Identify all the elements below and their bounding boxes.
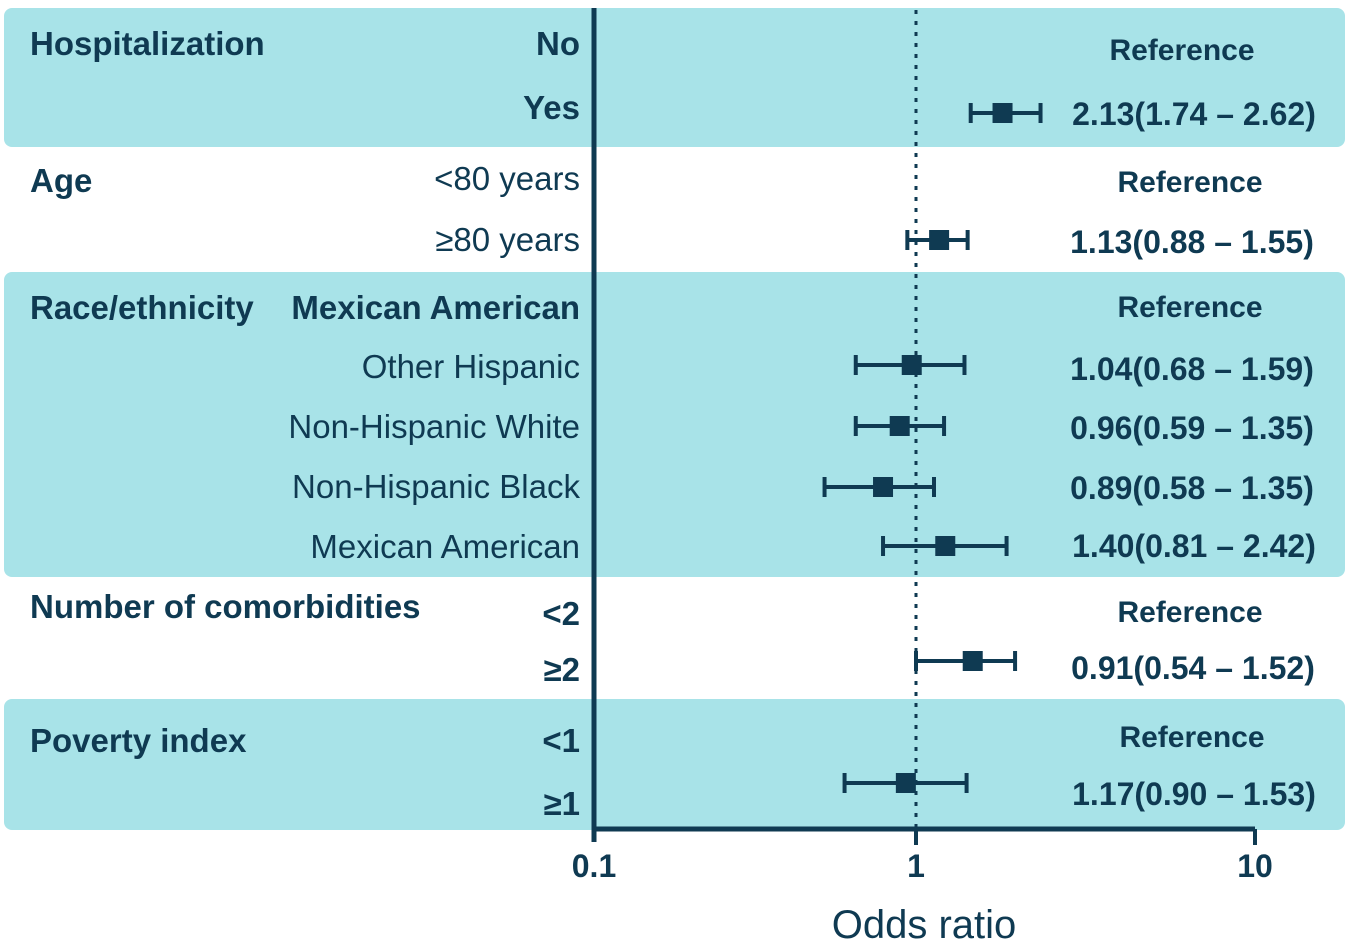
point-estimate-1-1 bbox=[929, 230, 950, 250]
point-estimate-4-1 bbox=[895, 773, 916, 793]
group-label-comorbidities: Number of comorbidities bbox=[30, 588, 421, 625]
x-tick-0.1: 0.1 bbox=[571, 848, 617, 884]
estimate-hosp-yes: 2.13(1.74 – 2.62) bbox=[1072, 96, 1316, 132]
estimate-comorb-2-plus: 0.91(0.54 – 1.52) bbox=[1071, 650, 1315, 686]
estimate-race-other-hispanic: 1.04(0.68 – 1.59) bbox=[1070, 351, 1314, 387]
row-label-poverty-under-1: <1 bbox=[542, 722, 580, 759]
row-label-race-nh-white: Non-Hispanic White bbox=[288, 408, 580, 445]
x-tick-10: 10 bbox=[1237, 848, 1273, 884]
estimate-poverty-1-plus: 1.17(0.90 – 1.53) bbox=[1072, 776, 1316, 812]
estimate-age-under-80: Reference bbox=[1117, 166, 1263, 199]
point-estimate-2-4 bbox=[935, 536, 956, 556]
estimate-poverty-under-1: Reference bbox=[1119, 721, 1265, 754]
x-axis-label: Odds ratio bbox=[831, 903, 1017, 947]
row-label-race-mexican-american: Mexican American bbox=[310, 528, 580, 565]
band-hospitalization bbox=[4, 8, 1345, 147]
row-label-hosp-no: No bbox=[536, 25, 580, 62]
point-estimate-0-1 bbox=[992, 103, 1013, 123]
row-label-age-80-plus: ≥80 years bbox=[435, 221, 580, 258]
point-estimate-2-2 bbox=[889, 416, 910, 436]
group-label-race-ethnicity: Race/ethnicity bbox=[30, 289, 254, 326]
x-tick-1: 1 bbox=[907, 848, 925, 884]
estimate-race-nh-black: 0.89(0.58 – 1.35) bbox=[1070, 470, 1314, 506]
row-label-hosp-yes: Yes bbox=[523, 89, 580, 126]
row-label-race-other-hispanic: Other Hispanic bbox=[361, 348, 580, 385]
row-label-race-mexican-american-ref: Mexican American bbox=[291, 289, 580, 326]
row-label-poverty-1-plus: ≥1 bbox=[543, 785, 580, 822]
row-label-age-under-80: <80 years bbox=[434, 160, 580, 197]
group-label-hospitalization: Hospitalization bbox=[30, 25, 265, 62]
group-label-poverty-index: Poverty index bbox=[30, 722, 247, 759]
estimate-hosp-no: Reference bbox=[1109, 34, 1255, 67]
point-estimate-2-1 bbox=[901, 355, 922, 375]
estimate-race-mexican-american: 1.40(0.81 – 2.42) bbox=[1072, 528, 1316, 564]
point-estimate-3-1 bbox=[962, 651, 983, 671]
band-race-ethnicity bbox=[4, 272, 1345, 577]
group-label-age: Age bbox=[30, 162, 93, 199]
point-estimate-2-3 bbox=[873, 477, 894, 497]
estimate-race-ref: Reference bbox=[1117, 291, 1263, 324]
row-label-comorb-under-2: <2 bbox=[542, 595, 580, 632]
estimate-race-nh-white: 0.96(0.59 – 1.35) bbox=[1070, 410, 1314, 446]
estimate-age-80-plus: 1.13(0.88 – 1.55) bbox=[1070, 224, 1314, 260]
estimate-comorb-under-2: Reference bbox=[1117, 596, 1263, 629]
band-poverty-index bbox=[4, 699, 1345, 830]
row-label-comorb-2-plus: ≥2 bbox=[543, 651, 580, 688]
row-label-race-nh-black: Non-Hispanic Black bbox=[292, 468, 580, 505]
